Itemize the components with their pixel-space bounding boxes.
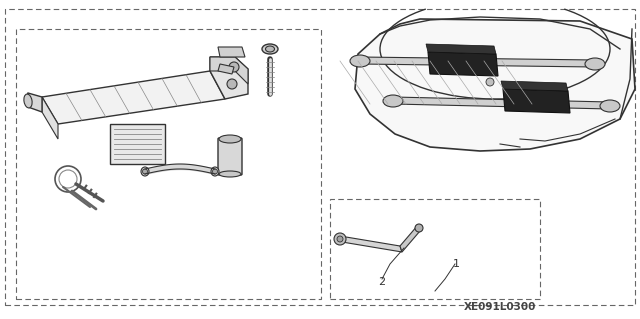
Ellipse shape (24, 94, 32, 108)
Circle shape (227, 79, 237, 89)
Ellipse shape (141, 167, 149, 176)
Circle shape (415, 224, 423, 232)
Polygon shape (400, 225, 420, 252)
Polygon shape (503, 89, 570, 113)
Ellipse shape (219, 171, 241, 177)
Ellipse shape (383, 95, 403, 107)
Polygon shape (355, 19, 635, 151)
Polygon shape (393, 97, 610, 109)
Ellipse shape (211, 167, 219, 176)
Polygon shape (210, 57, 248, 84)
Polygon shape (42, 97, 58, 139)
Polygon shape (42, 71, 225, 124)
Polygon shape (210, 57, 248, 99)
Circle shape (486, 78, 494, 86)
Bar (330, 199, 540, 299)
Ellipse shape (585, 58, 605, 70)
Circle shape (334, 233, 346, 245)
Ellipse shape (600, 100, 620, 112)
Polygon shape (340, 236, 402, 252)
Polygon shape (501, 81, 568, 91)
Circle shape (337, 236, 343, 242)
Ellipse shape (266, 46, 275, 52)
Circle shape (229, 62, 239, 72)
Polygon shape (428, 52, 498, 76)
Polygon shape (426, 44, 496, 54)
Text: 1: 1 (452, 259, 460, 269)
Text: 2: 2 (378, 277, 385, 287)
Polygon shape (218, 47, 245, 57)
Polygon shape (218, 64, 234, 74)
Bar (16, 29, 321, 299)
Ellipse shape (219, 135, 241, 143)
Bar (110, 124, 165, 164)
Text: XE091L0300: XE091L0300 (464, 302, 536, 312)
Circle shape (212, 169, 218, 174)
Ellipse shape (262, 44, 278, 54)
Circle shape (143, 169, 147, 174)
Polygon shape (25, 93, 42, 112)
Polygon shape (360, 57, 595, 67)
Ellipse shape (350, 55, 370, 67)
FancyBboxPatch shape (218, 138, 242, 175)
